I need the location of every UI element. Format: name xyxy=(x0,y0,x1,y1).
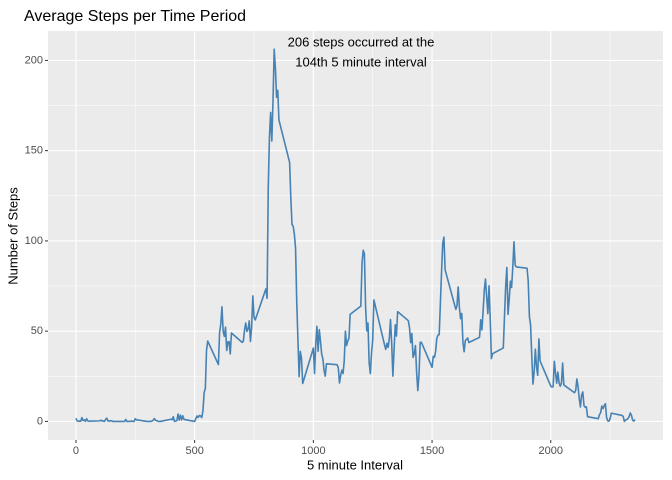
x-tick-label: 1500 xyxy=(420,445,444,457)
x-tick-label: 1000 xyxy=(301,445,325,457)
y-tick-label: 200 xyxy=(25,54,43,66)
x-tick-label: 500 xyxy=(185,445,203,457)
annotation: 104th 5 minute interval xyxy=(295,54,427,69)
panel xyxy=(48,31,663,440)
x-axis-title: 5 minute Interval xyxy=(307,457,403,472)
y-tick-label: 150 xyxy=(25,145,43,157)
x-tick-label: 0 xyxy=(73,445,79,457)
y-tick-label: 50 xyxy=(31,325,43,337)
data-line xyxy=(75,48,636,423)
y-tick-label: 0 xyxy=(37,415,43,427)
y-tick-label: 100 xyxy=(25,235,43,247)
chart-title: Average Steps per Time Period xyxy=(24,8,246,25)
annotation: 206 steps occurred at the xyxy=(288,34,435,49)
x-tick-label: 2000 xyxy=(539,445,563,457)
y-axis-title: Number of Steps xyxy=(5,187,20,285)
